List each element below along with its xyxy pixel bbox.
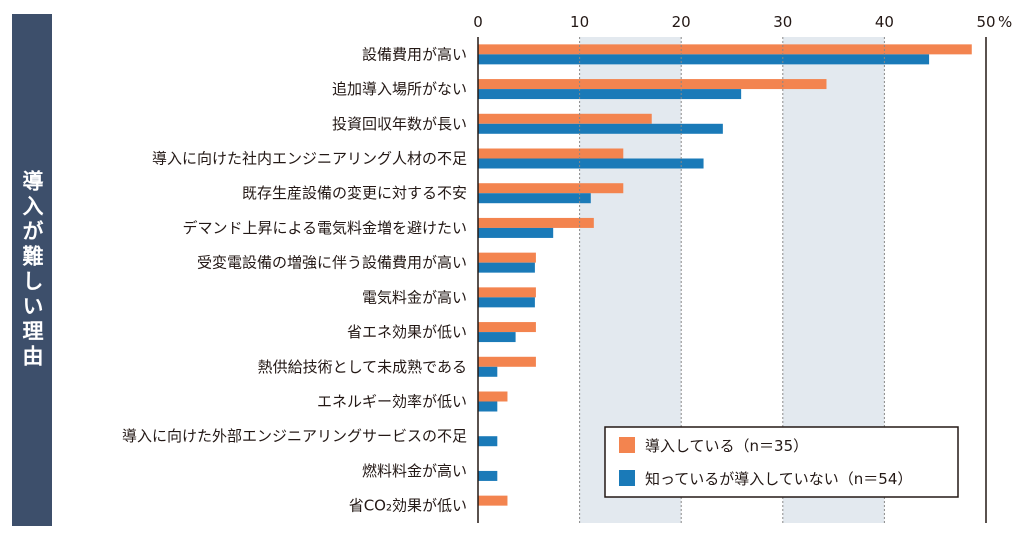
x-unit-label: % bbox=[998, 13, 1012, 31]
x-tick-label: 0 bbox=[473, 13, 483, 31]
legend-swatch bbox=[619, 437, 635, 453]
bar bbox=[478, 252, 536, 263]
category-label: 熱供給技術として未成熟である bbox=[258, 358, 467, 376]
legend-label: 導入している（n＝35） bbox=[645, 437, 808, 455]
bar bbox=[478, 113, 652, 124]
category-label: 省エネ効果が低い bbox=[347, 323, 467, 341]
category-label: 受変電設備の増強に伴う設備費用が高い bbox=[197, 254, 467, 272]
bar bbox=[478, 44, 972, 55]
category-label: 導入に向けた社内エンジニアリング人材の不足 bbox=[152, 150, 467, 168]
category-label: 省CO₂効果が低い bbox=[349, 497, 467, 515]
category-label: 追加導入場所がない bbox=[332, 80, 467, 98]
bar bbox=[478, 495, 508, 506]
legend-box bbox=[604, 426, 959, 498]
legend-label: 知っているが導入していない（n＝54） bbox=[645, 470, 912, 488]
bar bbox=[478, 123, 723, 134]
category-label: 燃料料金が高い bbox=[362, 462, 467, 480]
x-tick-label: 40 bbox=[875, 13, 894, 31]
bar bbox=[478, 366, 498, 377]
bar bbox=[478, 183, 624, 194]
bar bbox=[478, 158, 704, 169]
bar bbox=[478, 262, 535, 273]
bar bbox=[478, 54, 930, 65]
category-label: 導入に向けた外部エンジニアリングサービスの不足 bbox=[122, 427, 467, 445]
bar bbox=[478, 391, 508, 402]
x-tick-label: 30 bbox=[773, 13, 792, 31]
category-label: 設備費用が高い bbox=[362, 45, 467, 63]
legend-swatch bbox=[619, 470, 635, 486]
bar bbox=[478, 356, 536, 367]
x-tick-label: 50 bbox=[976, 13, 995, 31]
bar bbox=[478, 297, 535, 308]
bar bbox=[478, 287, 536, 298]
bar bbox=[478, 401, 498, 412]
category-label: デマンド上昇による電気料金増を避けたい bbox=[182, 219, 467, 237]
x-tick-label: 20 bbox=[672, 13, 691, 31]
category-label: エネルギー効率が低い bbox=[317, 393, 467, 411]
category-label: 既存生産設備の変更に対する不安 bbox=[242, 184, 467, 202]
side-label-text: 導入が難しい理由 bbox=[20, 170, 44, 370]
bar bbox=[478, 193, 591, 204]
bar bbox=[478, 436, 498, 447]
category-label: 投資回収年数が長い bbox=[332, 115, 467, 133]
bar bbox=[478, 470, 498, 481]
bar bbox=[478, 322, 536, 333]
bar bbox=[478, 227, 554, 238]
x-tick-label: 10 bbox=[570, 13, 589, 31]
bar bbox=[478, 148, 624, 159]
category-label: 電気料金が高い bbox=[362, 288, 467, 306]
bar bbox=[478, 332, 516, 343]
bar bbox=[478, 79, 827, 90]
bar bbox=[478, 89, 742, 100]
side-label-panel: 導入が難しい理由 bbox=[12, 14, 52, 526]
bar bbox=[478, 217, 594, 228]
